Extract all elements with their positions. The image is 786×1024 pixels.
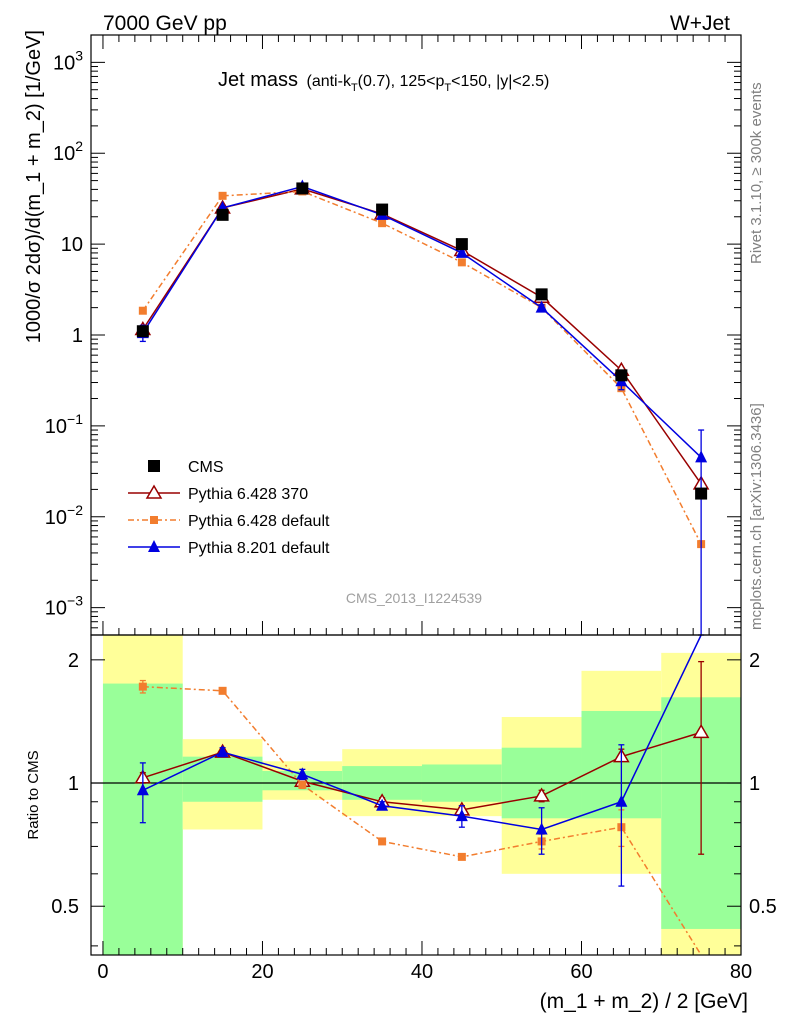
main-ytick-label-1: 10−2 xyxy=(45,502,83,529)
x-axis-label: (m_1 + m_2) / 2 [GeV] xyxy=(540,990,748,1013)
ratio-point-p6_default-0 xyxy=(138,682,147,691)
ratio-panel-frame xyxy=(90,634,742,956)
main-point-cms-3 xyxy=(376,203,389,216)
ratio-line-p8 xyxy=(142,634,702,831)
ratio-point-p8-0 xyxy=(136,783,149,796)
ratio-y-axis-label: Ratio to CMS xyxy=(25,750,42,839)
x-tick-label-1: 20 xyxy=(251,961,273,983)
main-line-p8 xyxy=(142,185,702,458)
main-ytick-label-4: 10 xyxy=(61,234,83,256)
main-series-cms xyxy=(136,182,708,500)
header-energy-label: 7000 GeV pp xyxy=(103,12,227,35)
legend-label-p8: Pythia 8.201 default xyxy=(188,540,330,557)
legend-label-p6_default: Pythia 6.428 default xyxy=(188,513,330,530)
rivet-version-label: Rivet 3.1.10, ≥ 300k events xyxy=(748,82,765,264)
ratio-point-p8-1 xyxy=(216,745,229,758)
ratio-point-p8-5 xyxy=(535,822,548,835)
ratio-point-p6_default-3 xyxy=(378,837,387,846)
mcplots-reference-label: mcplots.cern.ch [arXiv:1306.3436] xyxy=(748,403,765,630)
ratio-point-p6_default-1 xyxy=(218,686,227,695)
main-point-cms-6 xyxy=(615,369,628,382)
plot-title-detail-mid: (0.7), 125<p xyxy=(358,73,445,90)
main-line-p6_default xyxy=(142,190,702,545)
main-point-cms-5 xyxy=(535,288,548,301)
main-point-p8-7 xyxy=(695,450,708,463)
main-ytick-label-6: 103 xyxy=(53,47,83,74)
main-ytick-label-0: 10−3 xyxy=(45,593,83,620)
main-point-p6_default-3 xyxy=(378,219,387,228)
ratio-point-p8-6 xyxy=(615,794,628,807)
legend-marker-p6_default xyxy=(150,516,158,524)
main-ytick-label-3: 1 xyxy=(72,325,83,347)
ratio-point-p6_default-2 xyxy=(298,780,307,789)
x-tick-label-4: 80 xyxy=(730,961,752,983)
main-ytick-label-5: 102 xyxy=(53,138,83,165)
main-point-p6_default-0 xyxy=(138,306,147,315)
ratio-point-p8-3 xyxy=(376,798,389,811)
ratio-series-p8 xyxy=(136,634,702,887)
plot-title-subscript-2: T xyxy=(444,82,451,94)
legend-label-cms: CMS xyxy=(188,459,224,476)
main-series-p8 xyxy=(136,179,708,636)
main-point-p6_default-4 xyxy=(457,258,466,267)
ratio-line-p6_default xyxy=(142,685,702,956)
legend-marker-p8 xyxy=(148,540,160,552)
green-band-1 xyxy=(182,756,263,802)
ratio-point-p6_370-7 xyxy=(692,723,710,739)
ratio-point-p6_370-5 xyxy=(533,787,550,802)
main-point-p8-4 xyxy=(455,245,468,258)
plot-title-main: Jet mass xyxy=(218,69,298,91)
main-point-cms-4 xyxy=(455,238,468,251)
plot-title-detail-prefix: (anti-k xyxy=(306,73,351,90)
ratio-point-p8-2 xyxy=(296,767,309,780)
main-ytick-label-2: 10−1 xyxy=(45,411,83,438)
x-tick-label-3: 60 xyxy=(570,961,592,983)
ratio-point-p8-4 xyxy=(455,809,468,822)
main-series-p6_370 xyxy=(134,180,710,490)
ratio-point-p6_default-4 xyxy=(457,852,466,861)
legend-label-p6_370: Pythia 6.428 370 xyxy=(188,486,308,503)
main-y-axis-label: 1000/σ 2dσ)/d(m_1 + m_2) [1/GeV] xyxy=(23,30,45,343)
ratio-panel-series xyxy=(134,634,710,956)
ratio-ytick-label-left-0: 0.5 xyxy=(51,896,79,918)
main-point-cms-0 xyxy=(136,325,149,338)
main-point-cms-2 xyxy=(296,182,309,195)
main-point-p8-5 xyxy=(535,300,548,313)
plot-title-detail-suffix: <150, |y|<2.5) xyxy=(451,73,549,90)
x-tick-label-2: 40 xyxy=(411,961,433,983)
legend-marker-p6_370 xyxy=(145,484,163,499)
x-tick-label-0: 0 xyxy=(97,961,108,983)
main-panel-series xyxy=(134,179,710,636)
analysis-watermark: CMS_2013_I1224539 xyxy=(346,590,482,606)
ratio-uncertainty-bands xyxy=(91,635,741,955)
ratio-ytick-label-right-1: 1 xyxy=(749,773,760,795)
plot-title-subscript-1: T xyxy=(351,82,358,94)
plot-title: Jet mass (anti-kT(0.7), 125<pT<150, |y|<… xyxy=(218,69,549,94)
main-point-p6_default-1 xyxy=(218,191,227,200)
ratio-ytick-label-right-2: 2 xyxy=(749,650,760,672)
main-point-cms-1 xyxy=(216,208,229,221)
ratio-ytick-label-left-2: 2 xyxy=(68,650,79,672)
legend: CMS Pythia 6.428 370 Pythia 6.428 default P… xyxy=(128,459,330,557)
main-point-cms-7 xyxy=(695,487,708,500)
ratio-ytick-label-right-0: 0.5 xyxy=(749,896,777,918)
ratio-ytick-label-left-1: 1 xyxy=(68,773,79,795)
legend-marker-cms xyxy=(148,460,160,472)
header-process-label: W+Jet xyxy=(670,12,730,35)
ratio-line-p6_370 xyxy=(142,731,702,811)
